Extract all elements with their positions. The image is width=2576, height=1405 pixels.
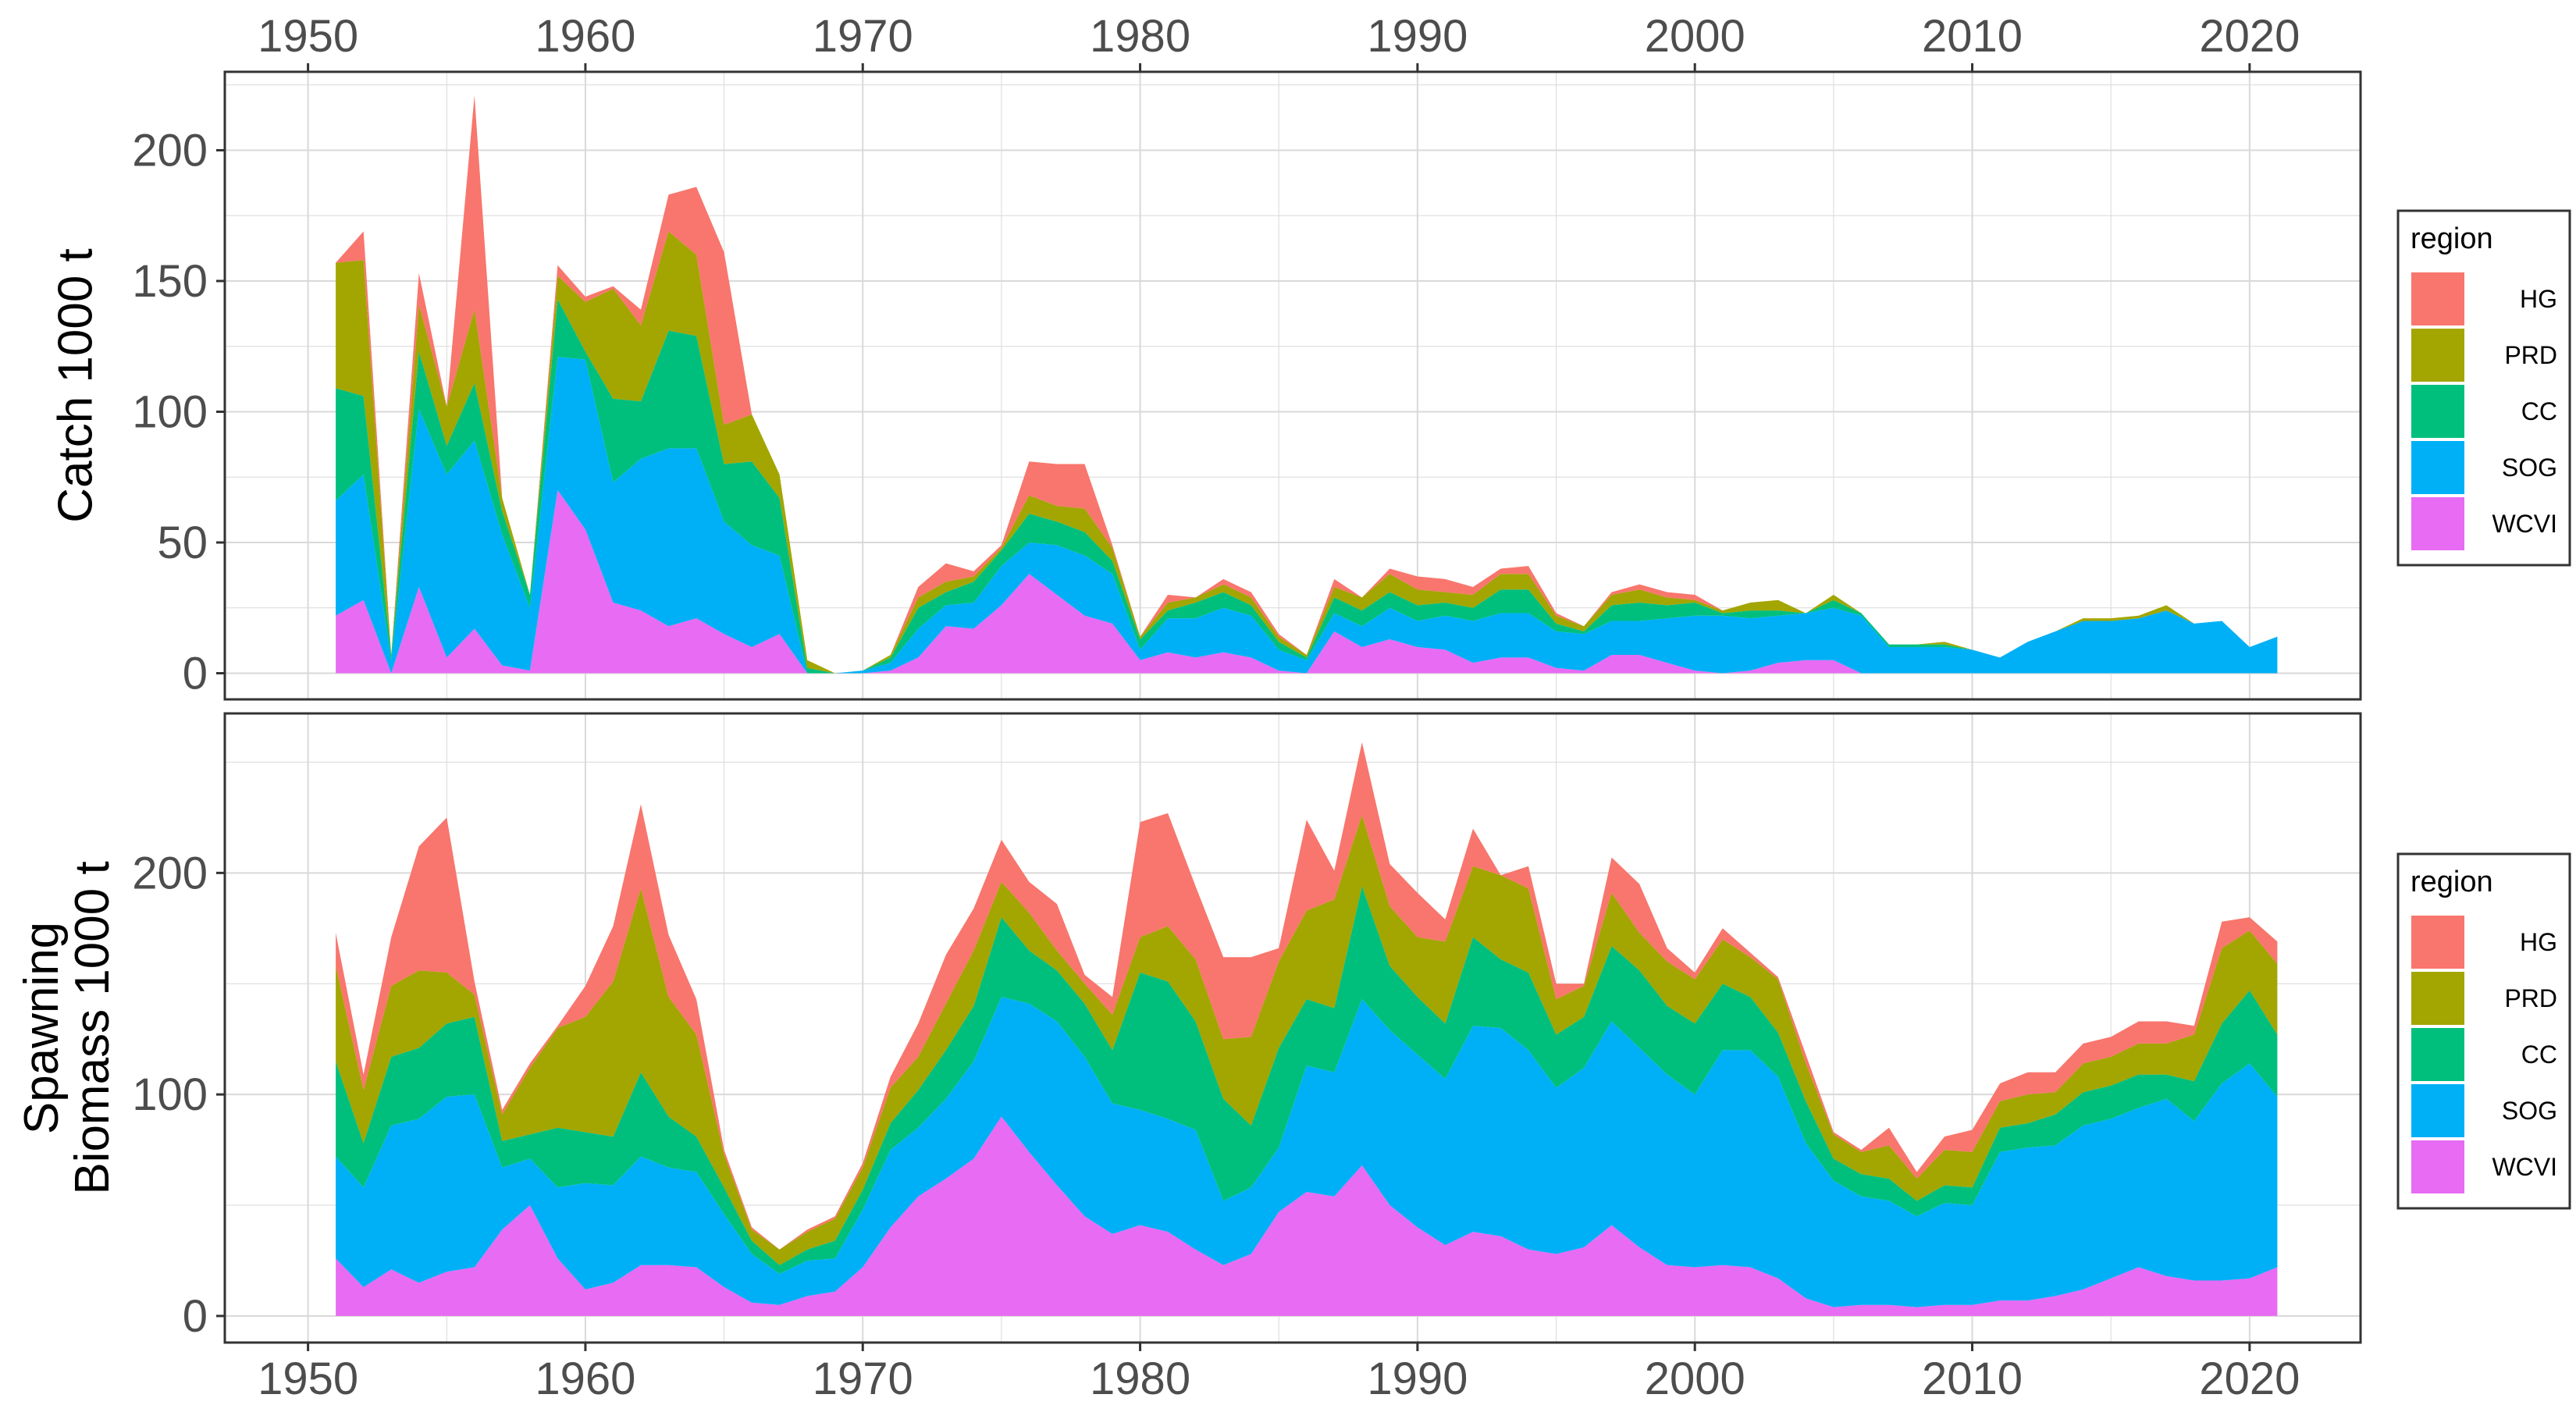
biomass-y-axis-label: SpawningBiomass 1000 t xyxy=(15,861,119,1194)
catch-area-hg xyxy=(336,95,2278,674)
biomass-legend-key-sog xyxy=(2410,1083,2466,1139)
catch-legend-label-wcvi: WCVI xyxy=(2492,510,2557,538)
biomass-x-tick-label-2010: 2010 xyxy=(1922,1353,2023,1404)
catch-area-sog xyxy=(336,357,2278,674)
biomass-x-axis: 1950 1960 1970 1980 1990 2000 2010 2020 xyxy=(258,1343,2300,1404)
biomass-area-hg xyxy=(336,742,2278,1250)
catch-legend-key-prd xyxy=(2410,327,2466,383)
biomass-legend-key-prd xyxy=(2410,970,2466,1026)
catch-legend-label-cc: CC xyxy=(2521,397,2557,425)
biomass-panel: 1950 1960 1970 1980 1990 2000 2010 2020 0 100 200… xyxy=(15,712,2571,1404)
biomass-y-axis-label-line-1: Spawning xyxy=(15,922,69,1134)
catch-x-tick-label-1980: 1980 xyxy=(1090,11,1190,62)
catch-x-tick-label-2010: 2010 xyxy=(1922,11,2023,62)
catch-x-tick-label-1990: 1990 xyxy=(1367,11,1468,62)
biomass-y-tick-label-200: 200 xyxy=(132,848,208,898)
catch-x-tick-label-1960: 1960 xyxy=(535,11,635,62)
biomass-areas xyxy=(336,742,2278,1316)
biomass-legend-label-sog: SOG xyxy=(2502,1097,2557,1125)
catch-areas xyxy=(336,95,2278,674)
catch-y-tick-label-50: 50 xyxy=(157,518,208,568)
biomass-x-tick-label-2000: 2000 xyxy=(1645,1353,1745,1404)
biomass-y-tick-label-0: 0 xyxy=(183,1291,208,1342)
catch-y-tick-label-100: 100 xyxy=(132,387,208,438)
biomass-legend-key-wcvi xyxy=(2410,1139,2466,1195)
catch-y-tick-label-150: 150 xyxy=(132,256,208,307)
catch-y-tick-label-0: 0 xyxy=(183,649,208,699)
biomass-legend-title: region xyxy=(2411,866,2493,898)
catch-gridlines xyxy=(225,72,2361,699)
catch-panel-border xyxy=(223,70,2362,701)
catch-legend-label-prd: PRD xyxy=(2504,341,2557,369)
catch-legend-key-wcvi xyxy=(2410,496,2466,552)
biomass-area-wcvi xyxy=(336,1116,2278,1316)
biomass-x-tick-label-1990: 1990 xyxy=(1367,1353,1468,1404)
catch-legend-label-sog: SOG xyxy=(2502,454,2557,482)
catch-legend: region HG PRD CC SOG WCVI xyxy=(2396,209,2571,567)
catch-legend-label-hg: HG xyxy=(2520,285,2557,313)
catch-area-prd xyxy=(336,231,2278,674)
catch-y-axis-label: Catch 1000 t xyxy=(49,248,103,523)
biomass-x-tick-label-1980: 1980 xyxy=(1090,1353,1190,1404)
biomass-panel-border xyxy=(223,712,2362,1344)
biomass-x-tick-label-1960: 1960 xyxy=(535,1353,635,1404)
biomass-legend: region HG PRD CC SOG WCVI xyxy=(2396,852,2571,1210)
catch-x-tick-label-2000: 2000 xyxy=(1645,11,1745,62)
catch-x-tick-label-2020: 2020 xyxy=(2199,11,2300,62)
biomass-x-tick-label-2020: 2020 xyxy=(2199,1353,2300,1404)
biomass-legend-key-hg xyxy=(2410,914,2466,970)
catch-legend-title: region xyxy=(2411,222,2493,255)
catch-legend-key-sog xyxy=(2410,439,2466,496)
catch-legend-key-cc xyxy=(2410,383,2466,439)
biomass-legend-label-prd: PRD xyxy=(2504,984,2557,1012)
catch-legend-key-hg xyxy=(2410,271,2466,327)
catch-y-axis: 0 50 100 150 200 xyxy=(132,126,225,699)
biomass-x-tick-label-1970: 1970 xyxy=(813,1353,913,1404)
biomass-y-axis: 0 100 200 xyxy=(132,848,225,1342)
catch-x-axis: 1950 1960 1970 1980 1990 2000 2010 2020 xyxy=(258,11,2300,72)
catch-panel: 1950 1960 1970 1980 1990 2000 2010 2020 0 50 100 1… xyxy=(49,11,2571,701)
biomass-y-tick-label-100: 100 xyxy=(132,1069,208,1120)
biomass-legend-label-wcvi: WCVI xyxy=(2492,1153,2557,1181)
catch-y-axis-label-line-1: Catch 1000 t xyxy=(49,248,103,523)
catch-x-tick-label-1950: 1950 xyxy=(258,11,358,62)
catch-y-tick-label-200: 200 xyxy=(132,126,208,176)
biomass-x-tick-label-1950: 1950 xyxy=(258,1353,358,1404)
biomass-legend-label-hg: HG xyxy=(2520,928,2557,956)
biomass-legend-key-cc xyxy=(2410,1026,2466,1083)
biomass-area-sog xyxy=(336,997,2278,1307)
catch-x-tick-label-1970: 1970 xyxy=(813,11,913,62)
biomass-legend-label-cc: CC xyxy=(2521,1040,2557,1069)
catch-area-cc xyxy=(336,299,2278,674)
biomass-y-axis-label-line-2: Biomass 1000 t xyxy=(66,861,119,1194)
